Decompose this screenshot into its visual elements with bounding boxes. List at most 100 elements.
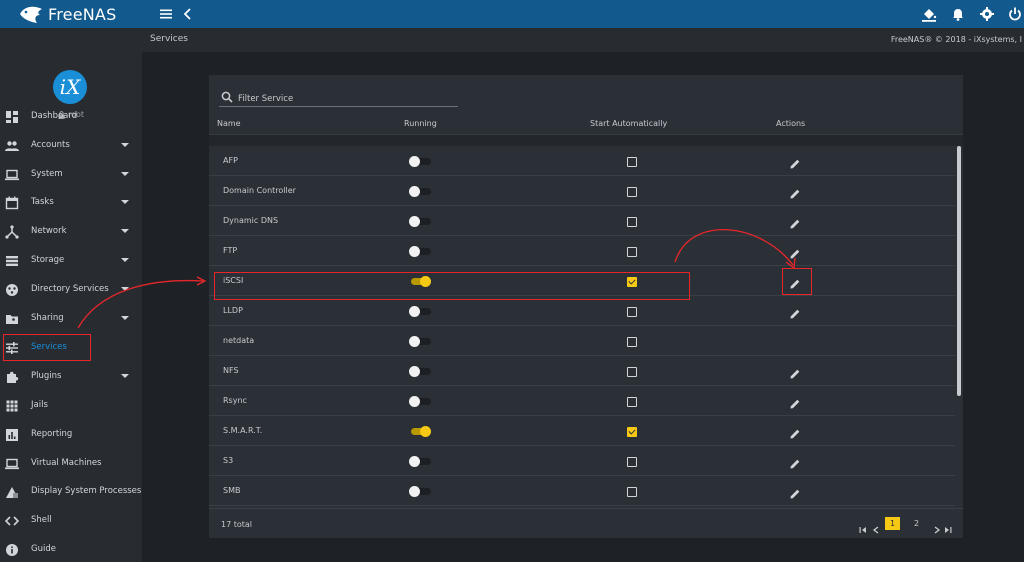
service-name: Domain Controller xyxy=(223,186,296,195)
column-header-start-automatically[interactable]: Start Automatically xyxy=(590,119,668,128)
start-automatically-checkbox[interactable] xyxy=(627,307,637,317)
running-toggle[interactable] xyxy=(409,246,431,257)
sidebar-item-label: Storage xyxy=(31,255,65,265)
edit-pencil-icon[interactable] xyxy=(789,275,801,289)
running-toggle[interactable] xyxy=(409,156,431,167)
running-toggle[interactable] xyxy=(409,366,431,377)
start-automatically-checkbox[interactable] xyxy=(627,277,637,287)
table-row: netdata xyxy=(209,326,955,356)
edit-pencil-icon[interactable] xyxy=(789,155,801,169)
first-page-icon[interactable] xyxy=(859,519,867,533)
sidebar-item-directory-services[interactable]: Directory Services xyxy=(0,276,142,302)
chevron-left-icon[interactable] xyxy=(179,5,197,23)
start-automatically-checkbox[interactable] xyxy=(627,397,637,407)
edit-pencil-icon[interactable] xyxy=(789,455,801,469)
filter-field xyxy=(219,89,458,107)
caret-down-icon xyxy=(121,287,129,291)
toggle-knob xyxy=(409,366,420,377)
sidebar-item-reporting[interactable]: Reporting xyxy=(0,421,142,447)
code-icon xyxy=(4,513,20,527)
start-automatically-checkbox[interactable] xyxy=(627,457,637,467)
start-automatically-checkbox[interactable] xyxy=(627,217,637,227)
running-toggle[interactable] xyxy=(409,216,431,227)
menu-icon[interactable] xyxy=(157,5,175,23)
user-label: root xyxy=(58,110,84,119)
edit-pencil-icon[interactable] xyxy=(789,395,801,409)
sidebar-item-label: Shell xyxy=(31,515,52,525)
next-page-icon[interactable] xyxy=(933,519,941,534)
edit-pencil-icon[interactable] xyxy=(789,425,801,439)
table-row: S3 xyxy=(209,446,955,476)
caret-down-icon xyxy=(121,200,129,204)
running-toggle[interactable] xyxy=(409,186,431,197)
toggle-track xyxy=(411,338,431,345)
sidebar-item-accounts[interactable]: Accounts xyxy=(0,132,142,158)
table-row: Domain Controller xyxy=(209,176,955,206)
running-toggle[interactable] xyxy=(409,426,431,437)
toggle-track xyxy=(411,488,431,495)
column-header-running[interactable]: Running xyxy=(404,119,437,128)
start-automatically-checkbox[interactable] xyxy=(627,337,637,347)
running-toggle[interactable] xyxy=(409,276,431,287)
start-automatically-checkbox[interactable] xyxy=(627,367,637,377)
last-page-icon[interactable] xyxy=(944,519,952,533)
edit-pencil-icon[interactable] xyxy=(789,185,801,199)
sidebar-item-plugins[interactable]: Plugins xyxy=(0,363,142,389)
table-row: LLDP xyxy=(209,296,955,326)
sidebar-item-shell[interactable]: Shell xyxy=(0,507,142,533)
column-header-name[interactable]: Name xyxy=(217,119,241,128)
tune-icon xyxy=(5,340,19,354)
filter-service-input[interactable] xyxy=(238,92,448,105)
edit-pencil-icon[interactable] xyxy=(789,485,801,499)
running-toggle[interactable] xyxy=(409,306,431,317)
edit-pencil-icon[interactable] xyxy=(789,215,801,229)
start-automatically-checkbox[interactable] xyxy=(627,157,637,167)
bell-icon[interactable] xyxy=(949,5,967,23)
directory-icon xyxy=(5,282,19,296)
sidebar-item-network[interactable]: Network xyxy=(0,218,142,244)
start-automatically-checkbox[interactable] xyxy=(627,487,637,497)
sidebar-item-dashboard[interactable]: Dashboard xyxy=(0,103,142,129)
caret-down-icon xyxy=(121,316,129,320)
service-name: S.M.A.R.T. xyxy=(223,426,263,435)
edit-pencil-icon[interactable] xyxy=(789,365,801,379)
page-2-button[interactable]: 2 xyxy=(913,519,920,528)
paint-bucket-icon[interactable] xyxy=(920,5,938,23)
start-automatically-checkbox[interactable] xyxy=(627,247,637,257)
running-toggle[interactable] xyxy=(409,456,431,467)
sidebar-item-tasks[interactable]: Tasks xyxy=(0,189,142,215)
running-toggle[interactable] xyxy=(409,336,431,347)
sidebar-item-services[interactable]: Services xyxy=(0,334,142,360)
grid-icon xyxy=(5,398,19,412)
sidebar-item-virtual-machines[interactable]: Virtual Machines xyxy=(0,450,142,476)
toggle-track xyxy=(411,188,431,195)
start-automatically-checkbox[interactable] xyxy=(627,427,637,437)
total-count: 17 total xyxy=(221,520,253,529)
toggle-knob xyxy=(409,396,420,407)
sidebar-item-label: Reporting xyxy=(31,429,73,439)
page-title: Services xyxy=(150,34,188,44)
sidebar-item-system[interactable]: System xyxy=(0,161,142,187)
service-name: SMB xyxy=(223,486,241,495)
edit-pencil-icon[interactable] xyxy=(789,305,801,319)
previous-page-icon[interactable] xyxy=(872,519,880,534)
page-1-button[interactable]: 1 xyxy=(885,517,900,530)
scrollbar-thumb[interactable] xyxy=(957,146,961,396)
sidebar-item-jails[interactable]: Jails xyxy=(0,392,142,418)
dashboard-icon xyxy=(5,109,19,123)
service-name: iSCSI xyxy=(223,276,244,285)
freenas-logo[interactable]: FreeNAS xyxy=(18,2,116,26)
sidebar-item-storage[interactable]: Storage xyxy=(0,247,142,273)
table-scrollbar[interactable] xyxy=(956,146,961,506)
sidebar-item-sharing[interactable]: Sharing xyxy=(0,305,142,331)
table-row: iSCSI xyxy=(209,266,955,296)
sidebar-item-guide[interactable]: Guide xyxy=(0,536,142,562)
running-toggle[interactable] xyxy=(409,486,431,497)
edit-pencil-icon[interactable] xyxy=(789,245,801,259)
sidebar-item-display-system-processes[interactable]: Display System Processes xyxy=(0,478,142,504)
gear-icon[interactable] xyxy=(978,5,996,23)
running-toggle[interactable] xyxy=(409,396,431,407)
power-icon[interactable] xyxy=(1006,5,1024,23)
toggle-knob xyxy=(409,246,420,257)
start-automatically-checkbox[interactable] xyxy=(627,187,637,197)
